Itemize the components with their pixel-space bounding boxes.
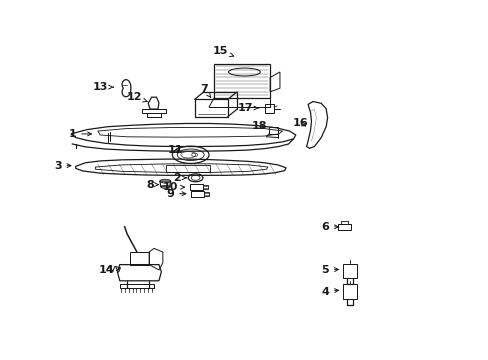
Text: 3: 3 — [54, 161, 71, 171]
Text: 14: 14 — [99, 265, 120, 275]
Text: 5: 5 — [321, 265, 338, 275]
Text: 17: 17 — [237, 103, 258, 113]
Text: 9: 9 — [166, 189, 185, 199]
Text: 15: 15 — [212, 46, 233, 57]
Text: 18: 18 — [251, 121, 266, 131]
Text: 4: 4 — [321, 287, 338, 297]
Text: 12: 12 — [126, 92, 147, 102]
Text: 2: 2 — [173, 173, 186, 183]
Text: 7: 7 — [200, 84, 210, 97]
Text: 10: 10 — [162, 182, 184, 192]
Text: 13: 13 — [92, 82, 113, 92]
Text: 16: 16 — [292, 118, 308, 128]
Text: 1: 1 — [68, 129, 91, 139]
Text: 8: 8 — [146, 180, 158, 190]
Text: 11: 11 — [167, 145, 183, 156]
Text: 6: 6 — [321, 222, 338, 232]
